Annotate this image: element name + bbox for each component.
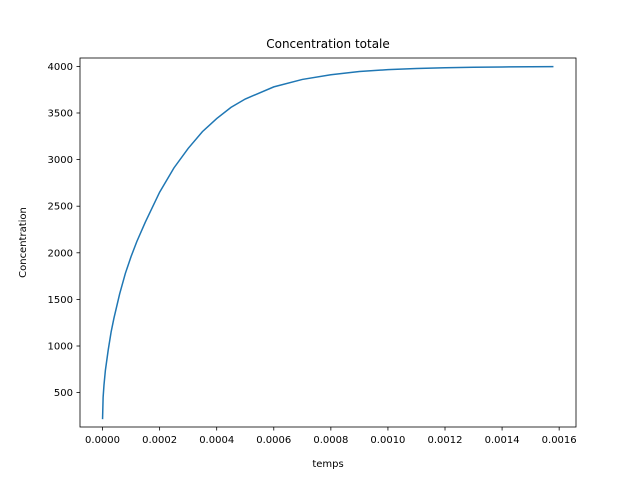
x-tick-label: 0.0002 — [142, 435, 177, 446]
y-tick-label: 3000 — [48, 155, 73, 166]
y-tick-label: 2500 — [48, 202, 73, 213]
series-line — [101, 65, 554, 420]
y-tick-label: 4000 — [48, 62, 73, 73]
y-axis: 500 1000 1500 2000 2500 3000 3500 4000 — [48, 62, 80, 399]
x-tick-label: 0.0012 — [428, 435, 463, 446]
y-tick-label: 1500 — [48, 295, 73, 306]
y-tick-label: 2000 — [48, 248, 73, 259]
x-tick-label: 0.0016 — [542, 435, 577, 446]
x-tick-label: 0.0010 — [370, 435, 405, 446]
x-axis-label: temps — [312, 459, 343, 470]
y-tick-label: 1000 — [48, 342, 73, 353]
y-axis-label: Concentration — [18, 207, 29, 278]
y-tick-label: 3500 — [48, 108, 73, 119]
y-tick-label: 500 — [54, 388, 73, 399]
axes-frame — [79, 57, 577, 428]
x-tick-label: 0.0006 — [256, 435, 291, 446]
chart-title: Concentration totale — [266, 37, 390, 51]
x-tick-label: 0.0004 — [199, 435, 234, 446]
x-axis: 0.0000 0.0002 0.0004 0.0006 0.0008 0.0010 0.00… — [85, 427, 577, 446]
x-tick-label: 0.0008 — [313, 435, 348, 446]
x-tick-label: 0.0014 — [485, 435, 520, 446]
x-tick-label: 0.0000 — [85, 435, 120, 446]
